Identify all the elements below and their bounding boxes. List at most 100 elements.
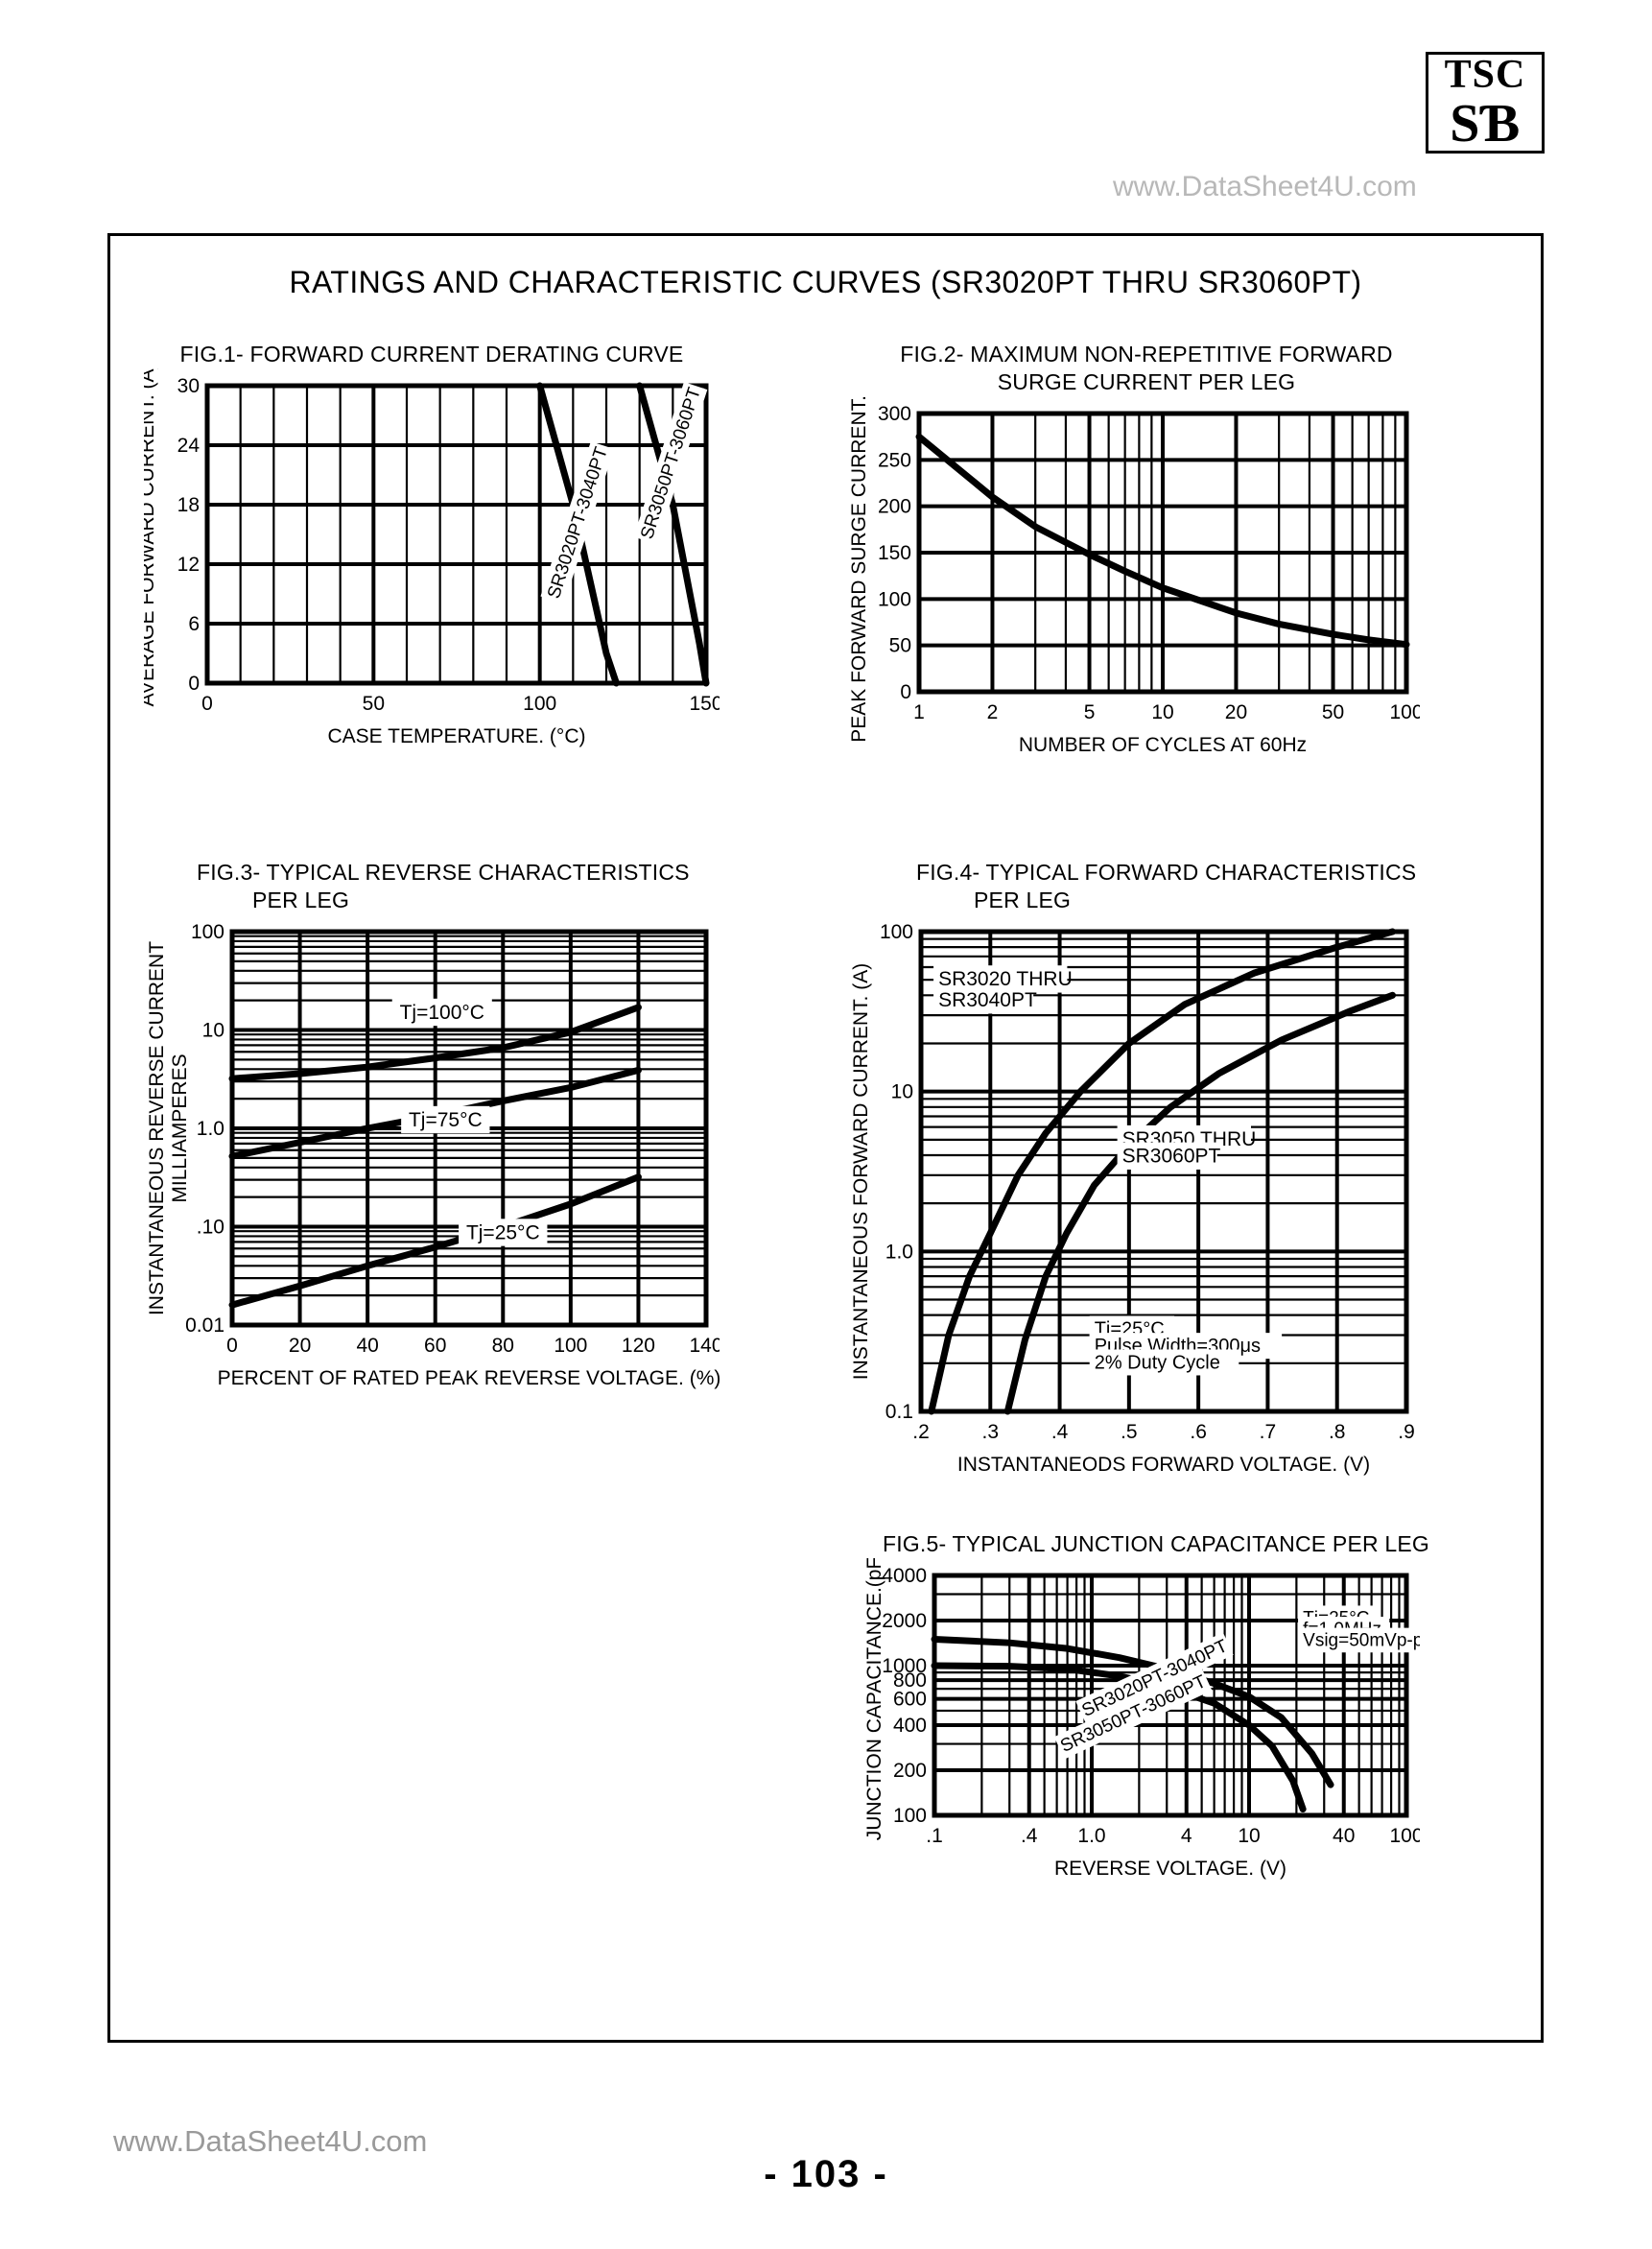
fig5-ylabel: JUNCTION CAPACITANCE.(pF) [863, 1558, 885, 1840]
logo-text: TSC [1444, 53, 1526, 97]
fig5-xtick: 4 [1181, 1825, 1192, 1847]
fig5-xtick: 100 [1389, 1825, 1420, 1847]
svg-text:SR3020PT-3040PT: SR3020PT-3040PT [544, 444, 612, 602]
fig1-ylabel: AVERAGE FORWARD CURRENT. (A) [144, 368, 158, 706]
fig3-svg: 0 20 40 60 80 100 120 140 0.01 .10 1.0 10 100 PERCENT… [146, 921, 720, 1389]
fig4-ytick: 1.0 [885, 1241, 913, 1263]
fig3-series-0 [228, 1004, 642, 1082]
tsc-logo: TSC SƁ [1426, 52, 1545, 154]
fig5-xtick: 1.0 [1077, 1825, 1105, 1847]
fig1-series-0 [536, 382, 620, 687]
fig4-xtick: .4 [1051, 1421, 1069, 1443]
figure-4-title: FIG.4- TYPICAL FORWARD CHARACTERISTICS P… [916, 860, 1417, 912]
fig1-ytick: 12 [177, 554, 200, 576]
fig3-xtick: 120 [622, 1335, 655, 1357]
curve-label: SR3020PT-3040PT [540, 441, 615, 604]
fig2-ytick: 250 [878, 449, 911, 471]
curve-label: 2% Duty Cycle [1089, 1349, 1239, 1376]
fig1-series-1 [636, 382, 710, 687]
fig4-xtick: .6 [1190, 1421, 1207, 1443]
watermark-footer: www.DataSheet4U.com [113, 2124, 428, 2158]
fig1-xtick: 150 [689, 693, 720, 715]
figure-3-title: FIG.3- TYPICAL REVERSE CHARACTERISTICS P… [197, 860, 690, 912]
watermark-top: www.DataSheet4U.com [1113, 171, 1417, 202]
svg-text:Vsig=50mVp-p: Vsig=50mVp-p [1303, 1631, 1420, 1651]
fig2-xtick: 50 [1322, 701, 1344, 723]
fig1-xtick: 50 [363, 693, 385, 715]
fig4-xtick: .8 [1329, 1421, 1346, 1443]
fig1-ytick: 24 [177, 435, 201, 457]
svg-text:Tj=100°C: Tj=100°C [400, 1002, 484, 1024]
svg-text:2% Duty Cycle: 2% Duty Cycle [1095, 1352, 1220, 1373]
figure-3: FIG.3- TYPICAL REVERSE CHARACTERISTICS P… [144, 859, 720, 1394]
content-frame: RATINGS AND CHARACTERISTIC CURVES (SR302… [107, 233, 1544, 2043]
fig2-series-0 [915, 433, 1410, 649]
fig3-xtick: 0 [226, 1335, 238, 1357]
fig5-ytick: 600 [893, 1689, 927, 1711]
svg-text:SR3020 THRU: SR3020 THRU [938, 968, 1073, 990]
fig5-xtick: .1 [926, 1825, 943, 1847]
fig2-xlabel: NUMBER OF CYCLES AT 60Hz [1019, 734, 1307, 756]
fig5-ytick: 4000 [882, 1565, 927, 1587]
curve-label: Vsig=50mVp-p [1298, 1627, 1420, 1653]
fig3-xtick: 100 [554, 1335, 587, 1357]
fig2-xtick: 5 [1084, 701, 1096, 723]
fig3-xtick: 80 [492, 1335, 514, 1357]
fig2-ytick: 0 [900, 681, 911, 703]
figure-1-plot: 0 50 100 150 0 6 12 18 24 30 CASE TEMPERATURE. (°C… [144, 368, 720, 752]
fig3-ytick: 100 [191, 921, 224, 943]
fig2-xtick: 2 [987, 701, 999, 723]
fig5-xtick: .4 [1021, 1825, 1038, 1847]
fig4-xtick: .2 [912, 1421, 930, 1443]
figure-1: FIG.1- FORWARD CURRENT DERATING CURVE 0 5… [144, 341, 720, 752]
fig1-xtick: 100 [523, 693, 556, 715]
curve-label: SR3060PT [1117, 1142, 1221, 1170]
svg-text:SR3040PT: SR3040PT [938, 989, 1037, 1011]
figure-5-plot: .1 .4 1.0 4 10 40 100 100 200 400 600 800 1000 2000 40… [844, 1558, 1468, 1884]
curve-label: Tj=100°C [391, 998, 492, 1027]
fig3-xtick: 40 [356, 1335, 378, 1357]
page-title: RATINGS AND CHARACTERISTIC CURVES (SR302… [289, 265, 1362, 299]
fig2-xtick: 1 [913, 701, 925, 723]
fig5-ytick: 100 [893, 1805, 927, 1827]
svg-text:Tj=75°C: Tj=75°C [409, 1109, 483, 1131]
curve-label: Tj=25°C [459, 1219, 548, 1246]
fig3-xtick: 60 [424, 1335, 446, 1357]
fig1-ytick: 30 [177, 375, 200, 397]
curve-label: Tj=75°C [401, 1105, 490, 1134]
fig2-ytick: 100 [878, 588, 911, 610]
fig4-xlabel: INSTANTANEODS FORWARD VOLTAGE. (V) [957, 1454, 1370, 1476]
fig3-ylabel-line: MILLIAMPERES [169, 1053, 191, 1202]
fig3-ytick: 0.01 [185, 1314, 224, 1337]
fig3-ytick: .10 [197, 1217, 224, 1239]
fig4-ytick: 100 [880, 921, 913, 943]
fig5-ytick: 2000 [882, 1610, 927, 1632]
fig1-ytick: 18 [177, 494, 200, 516]
fig3-xtick: 20 [289, 1335, 311, 1357]
fig3-xtick: 140 [689, 1335, 720, 1357]
fig5-xtick: 40 [1333, 1825, 1355, 1847]
fig5-ytick: 200 [893, 1760, 927, 1782]
fig3-series-2 [228, 1173, 642, 1309]
fig3-ytick: 10 [202, 1020, 224, 1042]
fig4-ytick: 0.1 [885, 1401, 913, 1423]
fig5-ytick: 400 [893, 1715, 927, 1737]
fig4-xtick: .5 [1121, 1421, 1138, 1443]
fig4-xtick: .3 [982, 1421, 1000, 1443]
svg-text:SR3060PT: SR3060PT [1122, 1146, 1221, 1168]
fig4-svg: .2 .3 .4 .5 .6 .7 .8 .9 0.1 1.0 10 100 INSTANTANEODS… [850, 921, 1415, 1476]
figure-2: FIG.2- MAXIMUM NON-REPETITIVE FORWARD SU… [844, 341, 1449, 761]
fig5-ytick: 1000 [882, 1655, 927, 1677]
fig1-xlabel: CASE TEMPERATURE. (°C) [328, 725, 586, 747]
fig5-ytick: 800 [893, 1669, 927, 1692]
fig2-ytick: 300 [878, 403, 911, 425]
fig4-ylabel: INSTANTANEOUS FORWARD CURRENT. (A) [850, 963, 872, 1380]
fig2-svg: 1 2 5 10 20 50 100 0 50 100 150 200 250 300 NUMBER OF … [848, 396, 1420, 756]
svg-text:Tj=25°C: Tj=25°C [466, 1221, 540, 1243]
fig3-ylabel-line: INSTANTANEOUS REVERSE CURRENT [146, 941, 168, 1315]
fig4-ytick: 10 [891, 1081, 913, 1103]
fig4-xtick: .9 [1398, 1421, 1415, 1443]
fig1-xtick: 0 [201, 693, 213, 715]
figure-5-title: FIG.5- TYPICAL JUNCTION CAPACITANCE PER … [882, 1531, 1430, 1556]
fig4-xtick: .7 [1260, 1421, 1277, 1443]
